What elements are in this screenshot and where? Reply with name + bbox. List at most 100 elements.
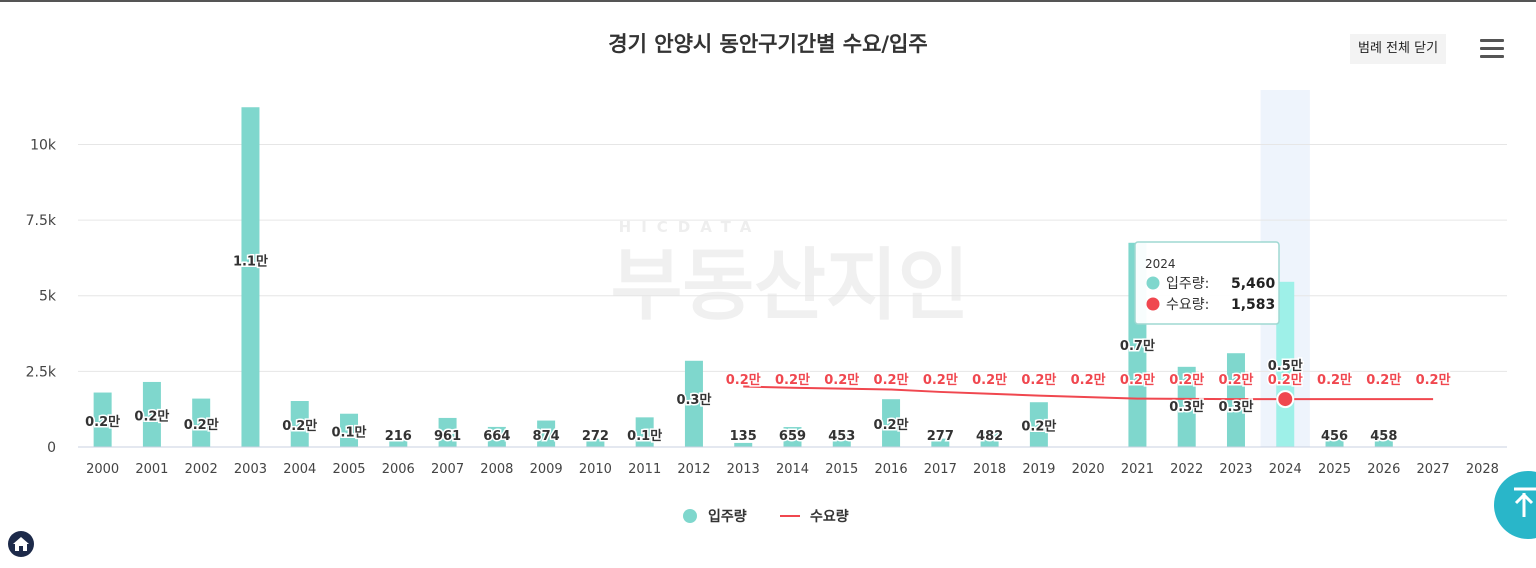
- bar-2005: [340, 413, 359, 447]
- bar-2011: [635, 417, 654, 447]
- line-label-2027: 0.2만: [1416, 372, 1451, 388]
- chart-title: 경기 안양시 동안구기간별 수요/입주: [608, 32, 928, 56]
- line-label-2015: 0.2만: [824, 372, 859, 388]
- x-tick-label: 2021: [1121, 462, 1154, 477]
- x-tick-label: 2012: [677, 462, 710, 477]
- x-tick-label: 2010: [579, 462, 612, 477]
- bar-label-2014: 659: [779, 429, 806, 444]
- x-tick-label: 2019: [1022, 462, 1055, 477]
- watermark: HICDATA 부동산지인: [611, 218, 970, 331]
- scroll-to-top-button[interactable]: [1494, 471, 1536, 539]
- x-tick-label: 2022: [1170, 462, 1203, 477]
- watermark-title: 부동산지인: [611, 241, 970, 331]
- x-tick-label: 2025: [1318, 462, 1351, 477]
- bar-2000: [93, 392, 112, 447]
- line-data-labels: 0.2만 0.2만 0.2만 0.2만 0.2만 0.2만 0.2만 0.2만 0.2만 0.2만…: [724, 371, 1452, 390]
- bar-label-2025: 456: [1321, 429, 1348, 444]
- x-tick-label: 2016: [875, 462, 908, 477]
- x-tick-label: 2009: [530, 462, 563, 477]
- bar-data-labels: 0.2만 0.2만 0.2만 1.1만 0.2만 0.1만 216 961 664 874 272 0…: [84, 252, 1399, 446]
- bar-label-2015: 453: [828, 429, 855, 444]
- watermark-subtitle: HICDATA: [619, 218, 762, 236]
- hamburger-menu-icon[interactable]: [1480, 39, 1504, 59]
- y-tick-label: 10k: [30, 137, 57, 153]
- line-label-2022: 0.2만: [1169, 372, 1204, 388]
- bar-label-2005: 0.1만: [332, 424, 367, 440]
- bar-2015: [832, 433, 851, 447]
- line-label-2023: 0.2만: [1218, 372, 1253, 388]
- bar-2003: [241, 107, 260, 447]
- demand-point-highlight: [1276, 390, 1295, 409]
- bar-2017: [931, 438, 950, 447]
- x-tick-label: 2028: [1466, 462, 1499, 477]
- y-tick-label: 5k: [39, 289, 57, 305]
- x-tick-label: 2004: [283, 462, 316, 477]
- line-label-2017: 0.2만: [923, 372, 958, 388]
- bar-label-2021: 0.7만: [1120, 338, 1155, 354]
- tooltip-marker: [1146, 297, 1160, 311]
- x-tick-label: 2014: [776, 462, 809, 477]
- line-label-2013: 0.2만: [726, 372, 761, 388]
- tooltip-row-name: 수요량:: [1166, 297, 1209, 313]
- bar-label-2013: 135: [730, 429, 757, 444]
- bar-label-2002: 0.2만: [184, 417, 219, 433]
- line-label-2024: 0.2만: [1268, 372, 1303, 388]
- home-icon[interactable]: [8, 531, 34, 557]
- top-border: [0, 0, 1536, 2]
- line-series: [743, 385, 1434, 409]
- x-tick-label: 2027: [1417, 462, 1450, 477]
- bar-2010: [586, 438, 605, 447]
- y-tick-label: 0: [47, 440, 56, 456]
- bar-label-2011: 0.1만: [627, 428, 662, 444]
- bar-2022: [1177, 366, 1196, 447]
- bar-2013: [734, 442, 753, 447]
- x-axis: 2000 2001 2002 2003 2004 2005 2006 2007 2008 2009…: [78, 446, 1507, 477]
- line-label-2021: 0.2만: [1120, 372, 1155, 388]
- bar-label-2023: 0.3만: [1218, 399, 1253, 415]
- bar-label-2004: 0.2만: [282, 418, 317, 434]
- x-tick-label: 2000: [86, 462, 119, 477]
- bar-2025: [1325, 433, 1344, 447]
- x-tick-label: 2015: [825, 462, 858, 477]
- bar-2014: [783, 427, 802, 447]
- tooltip: 2024 입주량: 5,460 수요량: 1,583: [1134, 241, 1280, 325]
- legend[interactable]: 입주량 수요량: [683, 509, 849, 525]
- bar-label-2006: 216: [385, 429, 412, 444]
- x-tick-label: 2001: [135, 462, 168, 477]
- x-tick-label: 2013: [727, 462, 760, 477]
- bar-2016: [882, 399, 901, 447]
- x-tick-label: 2008: [480, 462, 513, 477]
- bar-label-2009: 874: [533, 429, 560, 444]
- bar-label-2016: 0.2만: [874, 417, 909, 433]
- tooltip-title: 2024: [1145, 257, 1176, 271]
- x-tick-label: 2011: [628, 462, 661, 477]
- x-tick-label: 2005: [332, 462, 365, 477]
- legend-toggle-all-button[interactable]: 범례 전체 닫기: [1350, 34, 1447, 64]
- bar-label-2003: 1.1만: [233, 253, 268, 269]
- x-tick-label: 2017: [924, 462, 957, 477]
- bar-label-2018: 482: [976, 429, 1003, 444]
- tooltip-box: [1134, 241, 1280, 325]
- legend-supply-label: 입주량: [708, 509, 747, 525]
- x-tick-label: 2002: [185, 462, 218, 477]
- line-label-2019: 0.2만: [1021, 372, 1056, 388]
- bar-2004: [290, 401, 309, 447]
- bar-2009: [537, 420, 556, 447]
- x-tick-label: 2024: [1269, 462, 1302, 477]
- line-label-2018: 0.2만: [972, 372, 1007, 388]
- bar-2007: [438, 417, 457, 447]
- line-label-2020: 0.2만: [1071, 372, 1106, 388]
- x-tick-label: 2007: [431, 462, 464, 477]
- bar-2008: [487, 426, 506, 447]
- line-label-2025: 0.2만: [1317, 372, 1352, 388]
- tooltip-row-value: 5,460: [1231, 276, 1276, 292]
- bar-2002: [192, 398, 211, 447]
- bar-label-2026: 458: [1370, 429, 1397, 444]
- bar-2019: [1029, 402, 1048, 447]
- arrow-up-icon: [1514, 487, 1536, 517]
- x-tick-label: 2006: [382, 462, 415, 477]
- bar-label-2022: 0.3만: [1169, 399, 1204, 415]
- line-label-2016: 0.2만: [874, 372, 909, 388]
- demand-line: [743, 385, 1434, 401]
